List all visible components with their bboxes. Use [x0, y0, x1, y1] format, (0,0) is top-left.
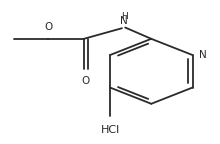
Text: HCl: HCl — [100, 125, 120, 135]
Text: O: O — [44, 22, 52, 32]
Text: O: O — [82, 76, 90, 86]
Text: H: H — [121, 12, 128, 21]
Text: N: N — [120, 16, 128, 26]
Text: N: N — [199, 50, 206, 60]
